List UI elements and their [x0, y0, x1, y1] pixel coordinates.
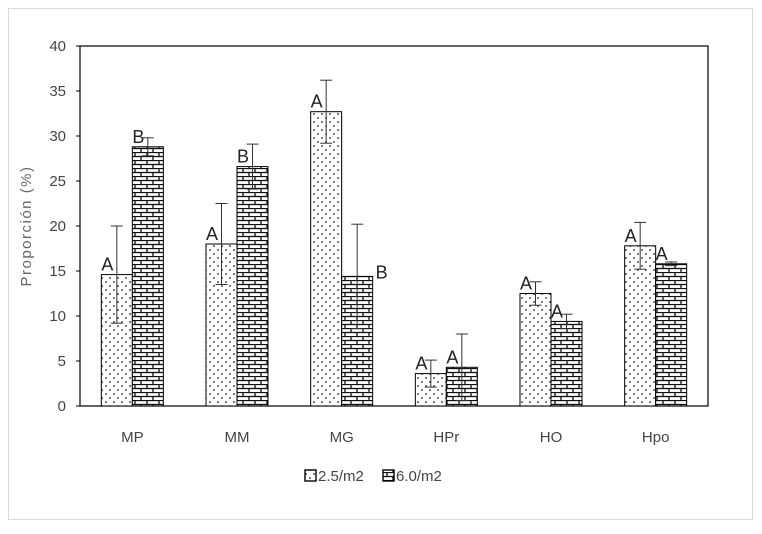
legend-label: 2.5/m2	[318, 468, 364, 485]
bar-bricks	[655, 263, 688, 407]
legend-swatch-bricks	[382, 469, 395, 482]
bar-bricks	[131, 146, 164, 407]
legend-swatch-dots	[304, 469, 317, 482]
legend-label: 6.0/m2	[396, 468, 442, 485]
category-label: MP	[121, 429, 144, 446]
significance-label: B	[376, 262, 388, 282]
y-tick-label: 10	[49, 308, 66, 325]
bar-dots	[310, 111, 343, 407]
category-label: Hpo	[642, 429, 670, 446]
y-tick-label: 40	[49, 38, 66, 55]
significance-label: A	[520, 274, 532, 294]
significance-label: A	[415, 354, 427, 374]
y-tick-label: 25	[49, 173, 66, 190]
category-label: HO	[540, 429, 563, 446]
bar-dots	[519, 293, 552, 407]
y-tick-label: 0	[58, 398, 66, 415]
significance-label: A	[311, 92, 323, 112]
significance-label: B	[237, 147, 249, 167]
category-label: MM	[225, 429, 250, 446]
significance-label: A	[625, 226, 637, 246]
y-tick-label: 20	[49, 218, 66, 235]
bar-dots	[624, 245, 657, 407]
category-label: HPr	[433, 429, 459, 446]
significance-label: A	[551, 301, 563, 321]
significance-label: A	[656, 244, 668, 264]
significance-label: A	[101, 255, 113, 275]
bar-bricks	[236, 166, 269, 407]
significance-label: A	[206, 224, 218, 244]
y-tick-label: 30	[49, 128, 66, 145]
significance-label: B	[132, 127, 144, 147]
y-axis-label: Proporción (%)	[18, 165, 35, 286]
y-tick-label: 35	[49, 83, 66, 100]
y-tick-label: 5	[58, 353, 66, 370]
category-label: MG	[330, 429, 354, 446]
bar-bricks	[550, 320, 583, 407]
significance-label: A	[446, 347, 458, 367]
y-tick-label: 15	[49, 263, 66, 280]
plot-area	[79, 45, 709, 407]
